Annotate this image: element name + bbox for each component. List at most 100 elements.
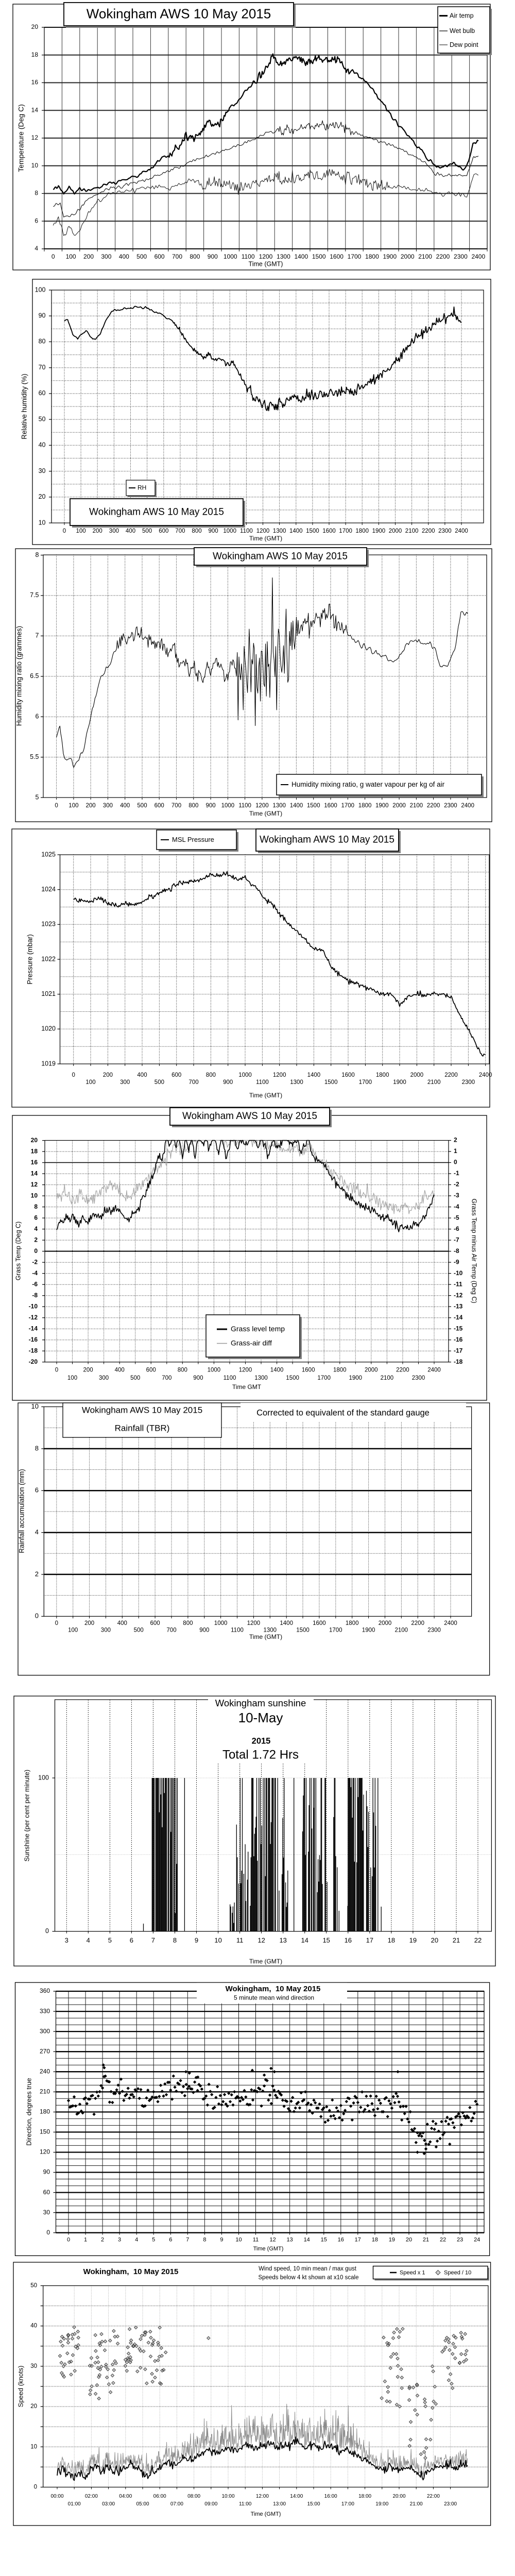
svg-text:Humidity mixing ratio, g water: Humidity mixing ratio, g water vapour pe… xyxy=(291,781,445,788)
svg-text:1900: 1900 xyxy=(362,1628,375,1634)
svg-text:14: 14 xyxy=(31,106,39,113)
svg-text:Wokingham AWS 10 May 2015: Wokingham AWS 10 May 2015 xyxy=(260,835,394,845)
svg-text:2200: 2200 xyxy=(396,1367,409,1374)
svg-text:2100: 2100 xyxy=(405,528,419,534)
svg-text:14: 14 xyxy=(301,1936,308,1944)
svg-text:21:00: 21:00 xyxy=(410,2501,423,2507)
svg-text:500: 500 xyxy=(130,1375,140,1381)
svg-text:270: 270 xyxy=(40,2047,50,2055)
svg-text:1600: 1600 xyxy=(341,1072,355,1078)
svg-text:12: 12 xyxy=(269,2236,276,2243)
svg-text:1700: 1700 xyxy=(339,528,352,534)
svg-text:16: 16 xyxy=(345,1936,352,1944)
svg-text:18:00: 18:00 xyxy=(358,2494,371,2499)
svg-text:1500: 1500 xyxy=(296,1628,310,1634)
svg-text:1200: 1200 xyxy=(247,1620,261,1626)
svg-text:Time (GMT): Time (GMT) xyxy=(249,1092,282,1099)
svg-text:10:00: 10:00 xyxy=(221,2494,234,2499)
svg-text:15: 15 xyxy=(321,2236,327,2243)
svg-text:2000: 2000 xyxy=(389,528,402,534)
svg-text:1900: 1900 xyxy=(375,803,389,809)
svg-text:800: 800 xyxy=(206,1072,216,1078)
svg-text:4: 4 xyxy=(34,1225,38,1232)
svg-text:1400: 1400 xyxy=(294,253,308,260)
svg-text:-4: -4 xyxy=(32,1269,38,1277)
svg-text:100: 100 xyxy=(76,528,86,534)
svg-text:1100: 1100 xyxy=(224,1375,236,1381)
svg-text:800: 800 xyxy=(190,253,200,260)
svg-text:13: 13 xyxy=(286,2236,293,2243)
svg-text:1800: 1800 xyxy=(355,528,369,534)
svg-text:1900: 1900 xyxy=(372,528,386,534)
svg-text:15:00: 15:00 xyxy=(307,2501,320,2507)
svg-text:1400: 1400 xyxy=(290,803,303,809)
svg-text:18: 18 xyxy=(31,1147,38,1155)
svg-text:18: 18 xyxy=(31,51,39,58)
svg-text:100: 100 xyxy=(68,1628,78,1634)
svg-text:2100: 2100 xyxy=(381,1375,394,1381)
svg-text:2400: 2400 xyxy=(479,1072,492,1078)
svg-text:2: 2 xyxy=(35,1570,39,1578)
svg-text:2300: 2300 xyxy=(438,528,452,534)
svg-text:1024: 1024 xyxy=(41,886,56,893)
svg-text:100: 100 xyxy=(85,1079,95,1086)
svg-text:1400: 1400 xyxy=(270,1367,284,1374)
svg-text:13: 13 xyxy=(279,1936,286,1944)
svg-text:200: 200 xyxy=(83,1367,93,1374)
svg-text:1300: 1300 xyxy=(290,1079,303,1086)
svg-text:20: 20 xyxy=(31,23,39,30)
svg-text:2: 2 xyxy=(454,1137,457,1144)
svg-text:7.5: 7.5 xyxy=(30,591,39,599)
svg-text:Direction, degrees true: Direction, degrees true xyxy=(25,2078,32,2146)
svg-text:1100: 1100 xyxy=(240,528,253,534)
svg-text:330: 330 xyxy=(40,2007,50,2014)
svg-text:1023: 1023 xyxy=(41,921,56,928)
svg-text:11: 11 xyxy=(253,2236,259,2243)
svg-text:Grass Temp (Deg C): Grass Temp (Deg C) xyxy=(14,1222,22,1280)
svg-text:8: 8 xyxy=(203,2236,206,2243)
svg-text:-14: -14 xyxy=(29,1325,38,1332)
svg-text:1200: 1200 xyxy=(239,1367,252,1374)
svg-text:-3: -3 xyxy=(454,1192,459,1199)
svg-text:2100: 2100 xyxy=(427,1079,441,1086)
svg-text:0: 0 xyxy=(45,1927,49,1935)
svg-text:700: 700 xyxy=(166,1628,176,1634)
svg-text:Time (GMT): Time (GMT) xyxy=(251,2511,281,2517)
svg-text:600: 600 xyxy=(171,1072,181,1078)
svg-text:21: 21 xyxy=(423,2236,429,2243)
svg-text:2400: 2400 xyxy=(461,803,474,809)
svg-text:-17: -17 xyxy=(454,1347,463,1354)
svg-text:22: 22 xyxy=(474,1936,482,1944)
svg-text:200: 200 xyxy=(93,528,102,534)
svg-text:1000: 1000 xyxy=(238,1072,252,1078)
svg-text:-7: -7 xyxy=(454,1236,459,1243)
svg-text:11: 11 xyxy=(236,1936,244,1944)
svg-text:400: 400 xyxy=(126,528,135,534)
svg-text:1019: 1019 xyxy=(41,1060,56,1067)
svg-text:2200: 2200 xyxy=(427,803,440,809)
svg-text:1000: 1000 xyxy=(221,803,235,809)
svg-text:-18: -18 xyxy=(454,1358,463,1365)
svg-text:1300: 1300 xyxy=(273,528,286,534)
svg-text:900: 900 xyxy=(199,1628,209,1634)
svg-text:400: 400 xyxy=(115,1367,125,1374)
svg-text:02:00: 02:00 xyxy=(85,2494,98,2499)
svg-text:700: 700 xyxy=(171,803,181,809)
svg-text:5: 5 xyxy=(36,793,39,801)
svg-text:1600: 1600 xyxy=(302,1367,315,1374)
svg-text:20: 20 xyxy=(30,2403,37,2410)
svg-text:Time (GMT): Time (GMT) xyxy=(249,1958,282,1965)
svg-text:2000: 2000 xyxy=(365,1367,378,1374)
svg-text:1200: 1200 xyxy=(273,1072,286,1078)
svg-text:10: 10 xyxy=(214,1936,221,1944)
svg-text:2000: 2000 xyxy=(410,1072,424,1078)
svg-text:Wokingham AWS 10 May 2015: Wokingham AWS 10 May 2015 xyxy=(87,6,271,21)
svg-text:200: 200 xyxy=(103,1072,113,1078)
svg-text:Wind speed, 10 min mean / max: Wind speed, 10 min mean / max gust xyxy=(259,2266,357,2272)
svg-text:2200: 2200 xyxy=(422,528,435,534)
svg-text:12: 12 xyxy=(31,134,39,141)
svg-text:1500: 1500 xyxy=(306,528,319,534)
svg-text:17: 17 xyxy=(366,1936,373,1944)
svg-text:8: 8 xyxy=(35,190,38,197)
svg-text:5.5: 5.5 xyxy=(30,753,39,760)
